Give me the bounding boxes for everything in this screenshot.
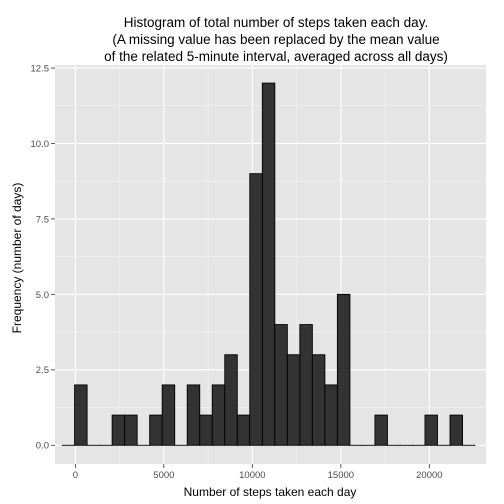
x-axis-title: Number of steps taken each day (184, 485, 357, 499)
histogram-bar (311, 354, 326, 446)
histogram-bar (286, 354, 301, 446)
histogram-bar (336, 293, 351, 446)
x-tick-label: 5000 (153, 470, 174, 481)
chart-title-line-2: (A missing value has been replaced by th… (112, 32, 439, 47)
chart-title-line-3: of the related 5-minute interval, averag… (104, 49, 448, 64)
x-tick-label: 0 (73, 470, 78, 481)
histogram-bar (424, 414, 438, 446)
y-tick-label: 2.5 (36, 365, 49, 376)
x-axis: 0 5000 10000 15000 20000 (73, 464, 443, 481)
histogram-bar (274, 324, 288, 446)
y-axis-title: Frequency (number of days) (10, 183, 24, 334)
histogram-bar (374, 414, 388, 446)
histogram-bar (299, 324, 313, 446)
histogram-bar (324, 384, 338, 446)
y-tick-label: 7.5 (36, 214, 49, 225)
histogram-bar (249, 173, 263, 446)
histogram-bars (61, 82, 476, 446)
histogram-bar (186, 384, 201, 446)
histogram-bar (211, 384, 226, 446)
y-tick-label: 0.0 (36, 441, 49, 452)
x-tick-label: 15000 (328, 470, 354, 481)
histogram-bar (74, 384, 88, 446)
histogram-bar (124, 414, 138, 446)
x-tick-label: 20000 (416, 470, 442, 481)
y-tick-label: 5.0 (36, 290, 49, 301)
histogram-bar (149, 414, 163, 446)
histogram-bar (449, 414, 463, 446)
y-tick-label: 10.0 (31, 139, 50, 150)
y-axis: 0.0 2.5 5.0 7.5 10.0 12.5 (31, 63, 55, 452)
x-tick-label: 10000 (239, 470, 265, 481)
histogram-bar (111, 414, 126, 446)
chart-title-line-1: Histogram of total number of steps taken… (124, 15, 428, 30)
histogram-bar (199, 414, 213, 446)
histogram-bar (224, 354, 238, 446)
histogram-bar (236, 414, 251, 446)
histogram-bar (161, 384, 176, 446)
y-tick-label: 12.5 (31, 63, 50, 74)
histogram-bar (261, 82, 276, 446)
